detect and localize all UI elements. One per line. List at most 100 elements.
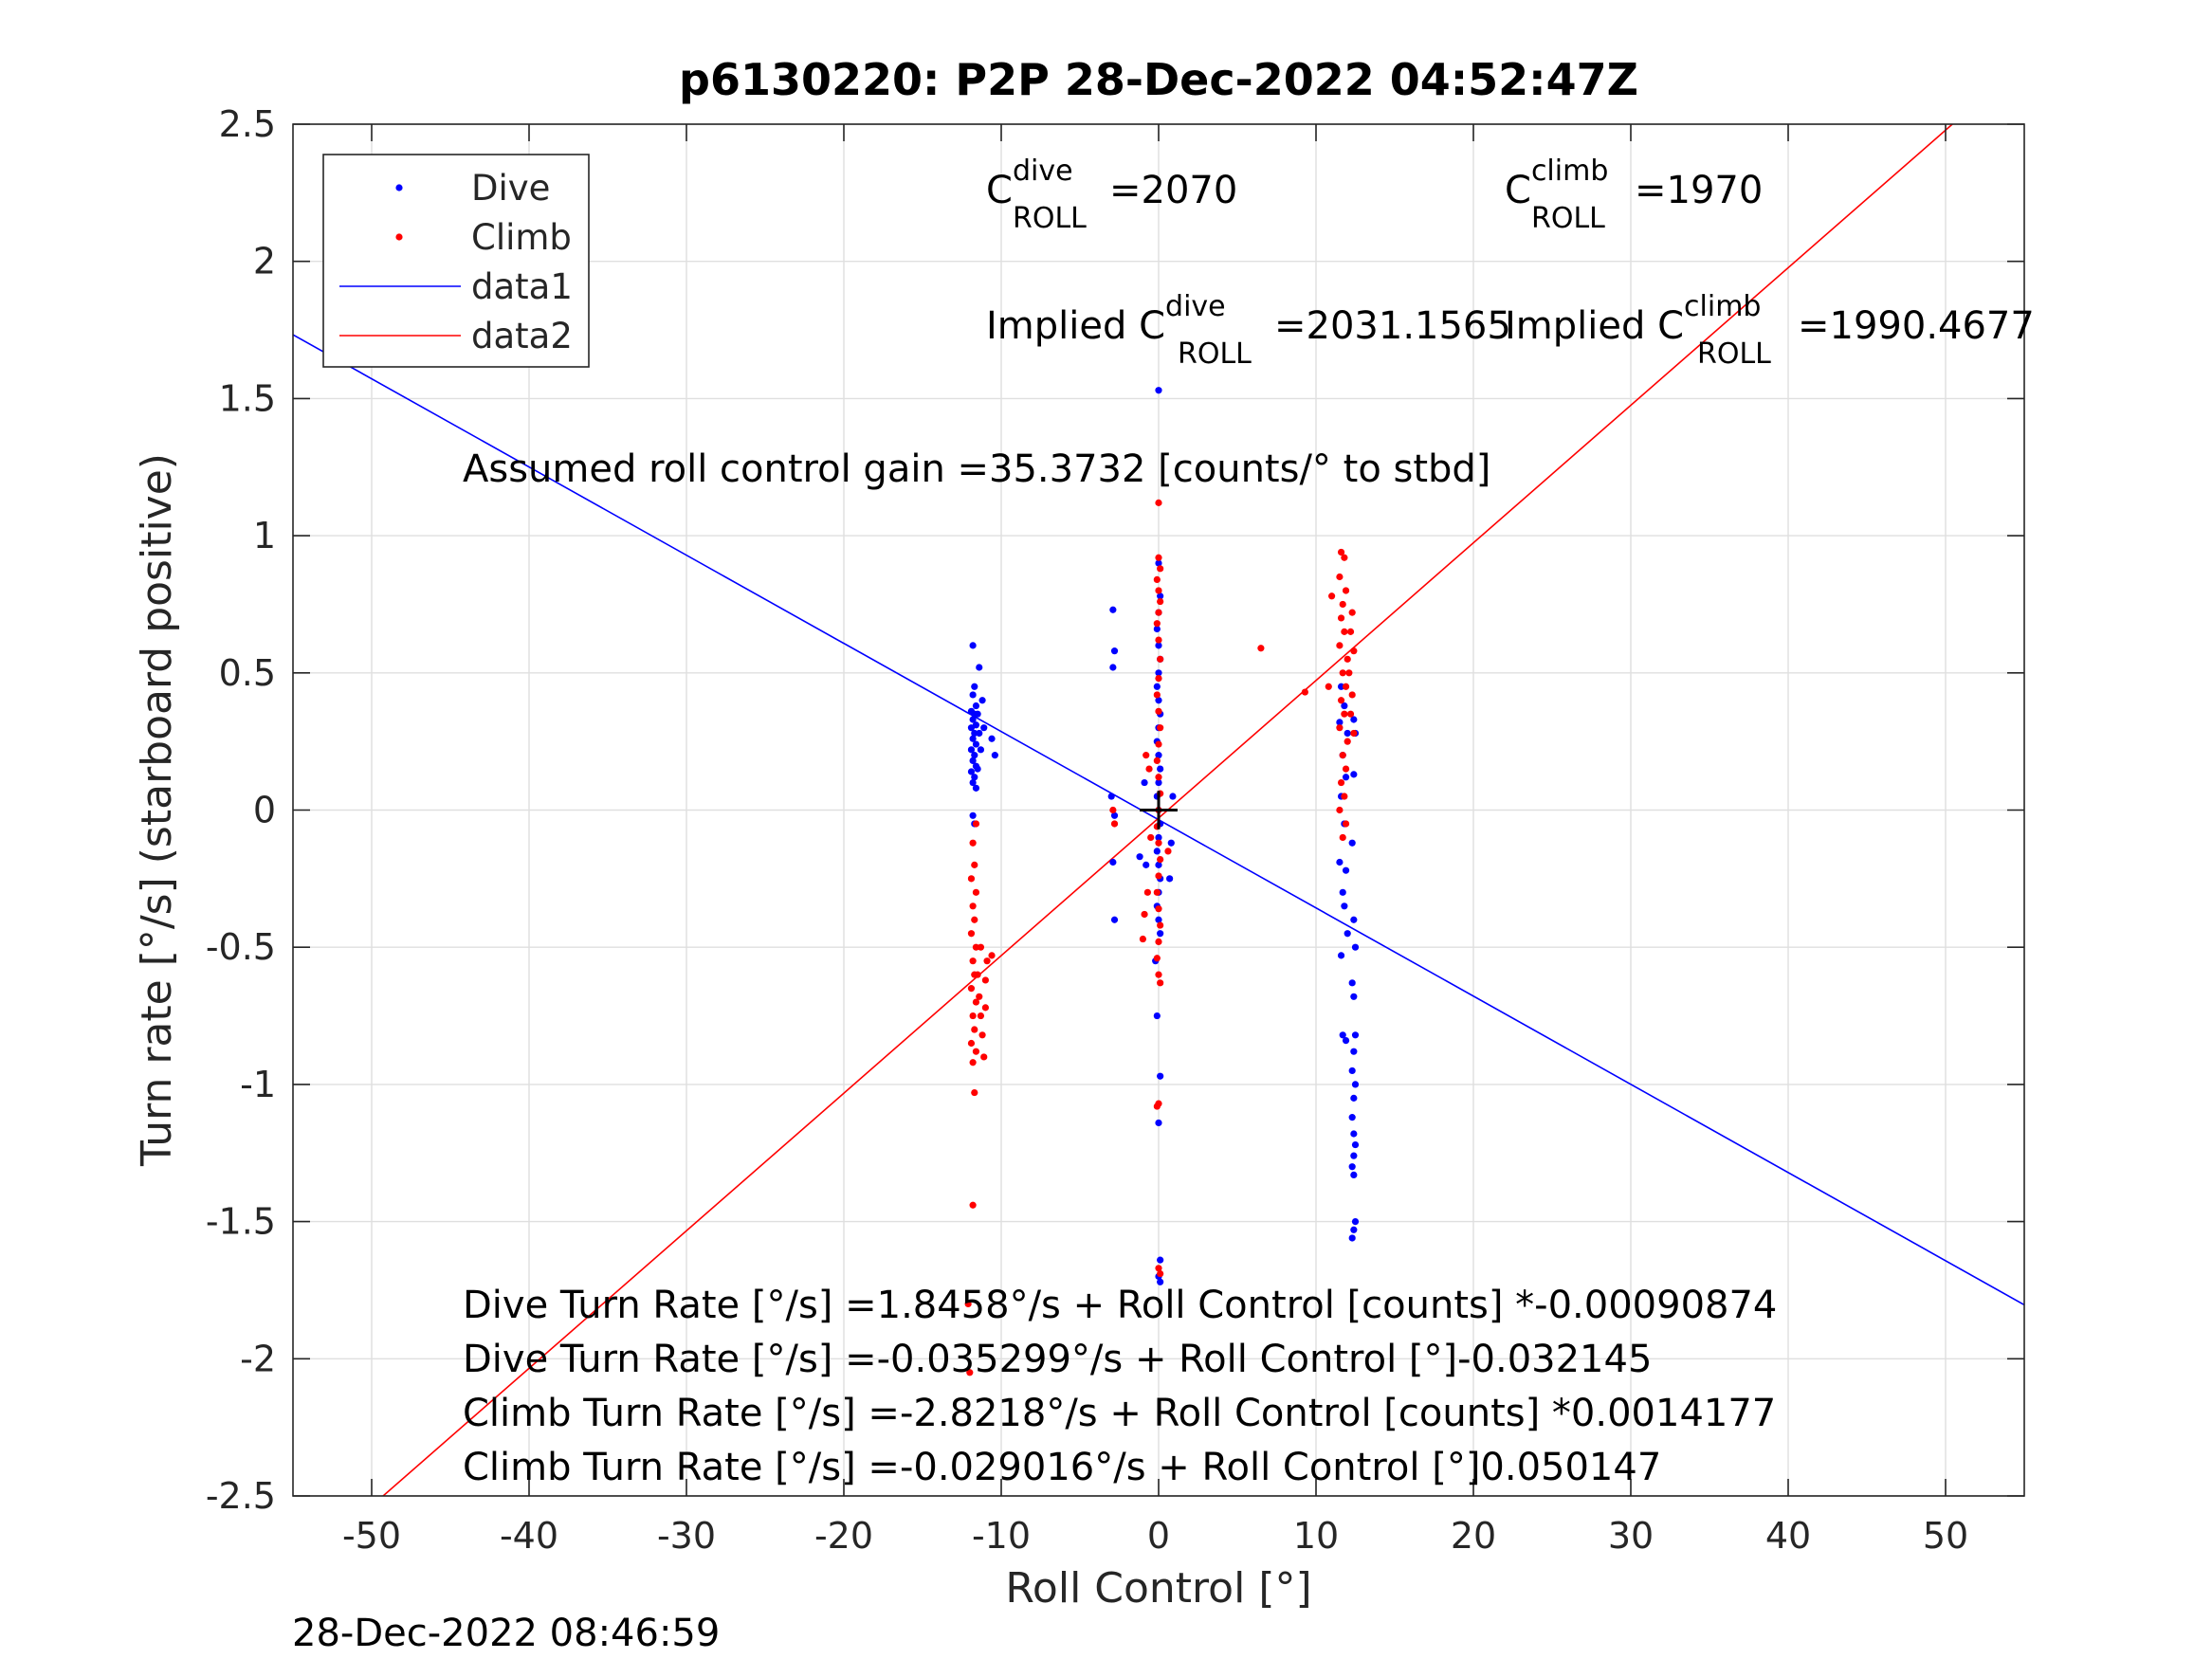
annotation-c-dive: Cdive ROLL =2070 [986, 155, 1237, 235]
c-dive-value: =2070 [1109, 169, 1237, 212]
dive-point [972, 702, 980, 710]
x-tick-label: -50 [342, 1515, 401, 1557]
dive-point [1110, 916, 1119, 923]
climb-point [971, 861, 978, 868]
y-tick-labels: -2.5 -2 -1.5 -1 -0.5 0 0.5 1 1.5 2 2.5 [206, 103, 276, 1517]
climb-point [1155, 740, 1162, 748]
climb-point [974, 971, 981, 978]
climb-point [1109, 806, 1117, 814]
dive-point [1166, 875, 1174, 883]
dive-point [976, 664, 983, 671]
legend: Dive Climb data1 data2 [322, 154, 590, 368]
climb-point [976, 993, 983, 1000]
climb-point [972, 1048, 980, 1055]
x-tick-labels: -50 -40 -30 -20 -10 0 10 20 30 40 50 [342, 1515, 1968, 1557]
dive-point [1337, 683, 1345, 690]
climb-point [972, 888, 980, 896]
dive-point [988, 735, 996, 742]
dive-point [967, 724, 976, 732]
dive-point [980, 724, 988, 732]
implied-climb-base: Implied C [1505, 304, 1684, 348]
climb-point [969, 957, 977, 965]
dive-point [1337, 952, 1345, 959]
climb-point [1155, 499, 1162, 506]
dive-point [1153, 625, 1161, 633]
implied-dive-sup: dive [1165, 290, 1226, 323]
climb-point [971, 916, 978, 923]
climb-point [1153, 620, 1161, 628]
climb-point [972, 943, 980, 951]
x-tick-label: 10 [1293, 1515, 1339, 1557]
dive-point [971, 752, 978, 759]
climb-point [972, 998, 980, 1006]
dive-point [1155, 642, 1162, 649]
x-tick-label: 0 [1147, 1515, 1170, 1557]
c-climb-sub: ROLL [1531, 202, 1605, 235]
climb-point [1348, 691, 1356, 699]
dive-point [1351, 1031, 1360, 1039]
dive-point [972, 740, 980, 748]
dive-point [1109, 664, 1117, 671]
dive-point [1157, 1278, 1164, 1285]
dive-point [1350, 716, 1358, 723]
climb-point [1155, 587, 1162, 594]
dive-point [1167, 839, 1175, 847]
x-tick-label: 50 [1923, 1515, 1968, 1557]
climb-point [1155, 554, 1162, 561]
dive-point [1348, 979, 1356, 987]
climb-point [969, 839, 977, 847]
climb-point [969, 1201, 977, 1209]
dive-point [1351, 1140, 1360, 1149]
climb-point [1155, 971, 1162, 978]
dive-point [971, 683, 978, 690]
climb-point [1157, 597, 1164, 606]
dive-point [1350, 771, 1358, 778]
climb-point [1342, 765, 1350, 773]
climb-point [1301, 688, 1308, 696]
climb-point [1257, 645, 1265, 652]
dive-point [1153, 1012, 1161, 1020]
climb-point [1336, 806, 1344, 814]
climb-point [967, 985, 976, 993]
climb-point [981, 976, 989, 984]
dive-point [1350, 1130, 1358, 1138]
implied-dive-value: =2031.1565 [1274, 304, 1511, 348]
dive-point [1344, 729, 1351, 738]
climb-point [1155, 636, 1162, 644]
dive-point [1350, 1226, 1358, 1233]
y-tick-label: 2 [253, 241, 276, 283]
climb-point [977, 943, 985, 951]
x-tick-label: 20 [1451, 1515, 1496, 1557]
y-tick-label: 1 [253, 515, 276, 556]
axis-ticks [293, 123, 2024, 1497]
dive-point [1157, 930, 1164, 938]
dive-point [1344, 930, 1351, 938]
dive-point [969, 716, 977, 723]
climb-point [1110, 820, 1119, 828]
climb-point [1350, 647, 1358, 655]
climb-point [971, 1088, 978, 1097]
climb-point [977, 1012, 985, 1020]
c-climb-sup: climb [1531, 155, 1608, 188]
implied-climb-value: =1990.4677 [1798, 304, 2035, 348]
climb-point [972, 820, 980, 828]
x-tick-label: 40 [1765, 1515, 1811, 1557]
dive-point [1351, 1218, 1360, 1226]
x-tick-label: -10 [972, 1515, 1031, 1557]
timestamp: 28-Dec-2022 08:46:59 [292, 1612, 720, 1655]
dive-point [1155, 916, 1162, 923]
climb-point [980, 1053, 988, 1061]
implied-climb-sup: climb [1684, 290, 1761, 323]
climb-point [964, 1300, 972, 1308]
y-tick-label: 0.5 [219, 652, 276, 694]
dive-point [1155, 752, 1162, 759]
dive-point [1350, 916, 1358, 923]
dive-point [1110, 811, 1119, 819]
annotation-c-climb: Cclimb ROLL =1970 [1505, 155, 1763, 235]
dive-point [1348, 1114, 1356, 1121]
y-tick-label: -2.5 [206, 1475, 276, 1517]
climb-point [1155, 774, 1162, 781]
climb-point [1337, 697, 1345, 704]
climb-point [1153, 575, 1161, 584]
dive-point [969, 735, 977, 742]
